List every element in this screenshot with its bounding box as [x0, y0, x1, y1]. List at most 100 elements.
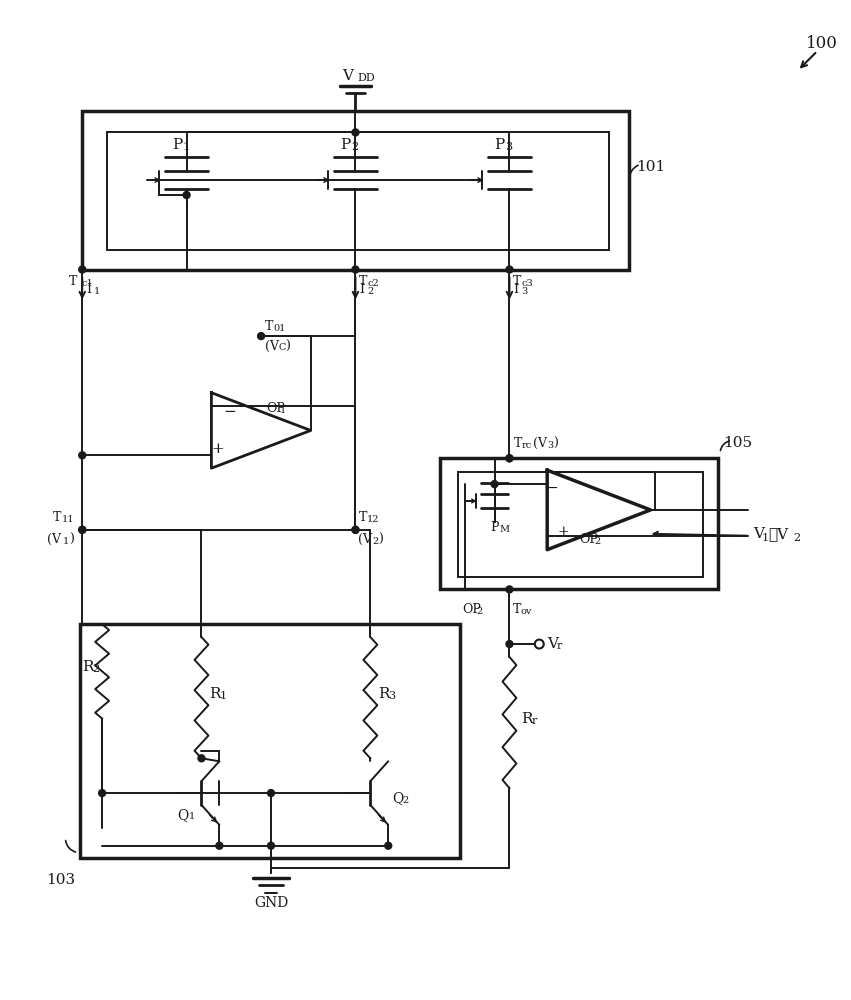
Text: V: V [547, 637, 558, 651]
Text: 2: 2 [92, 664, 100, 674]
Text: 1: 1 [94, 287, 100, 296]
Text: 2: 2 [794, 533, 801, 543]
Text: c2: c2 [368, 279, 380, 288]
Circle shape [352, 526, 359, 533]
Circle shape [352, 266, 359, 273]
Text: 3: 3 [522, 287, 528, 296]
Text: ): ) [379, 533, 383, 546]
Bar [107, 132, 608, 250]
Text: 1: 1 [280, 406, 286, 415]
Circle shape [352, 129, 359, 136]
Text: T: T [358, 511, 367, 524]
Text: c3: c3 [522, 279, 533, 288]
Text: OP: OP [579, 533, 598, 546]
Text: 1: 1 [220, 691, 226, 701]
Circle shape [79, 526, 86, 533]
Text: 12: 12 [367, 515, 379, 524]
Text: T: T [69, 275, 77, 288]
Text: (V: (V [534, 437, 547, 450]
Text: P: P [490, 521, 499, 534]
Text: Q: Q [178, 808, 189, 822]
Text: T: T [513, 437, 522, 450]
Bar [440, 458, 718, 589]
Text: c1: c1 [81, 279, 93, 288]
Text: Q: Q [392, 791, 403, 805]
Text: GND: GND [254, 896, 288, 910]
Text: T: T [265, 320, 273, 333]
Text: r: r [557, 641, 562, 651]
Text: 101: 101 [637, 160, 665, 174]
Text: 2: 2 [594, 537, 600, 546]
Text: (V: (V [48, 533, 61, 546]
Text: −: − [546, 481, 558, 495]
Text: 11: 11 [61, 515, 74, 524]
Circle shape [506, 455, 513, 462]
Text: 2: 2 [477, 607, 483, 616]
Text: P: P [172, 138, 182, 152]
Bar [80, 624, 460, 858]
Bar [458, 472, 703, 577]
Circle shape [99, 790, 106, 797]
Text: r: r [531, 716, 537, 726]
Circle shape [506, 586, 513, 593]
Text: 105: 105 [723, 436, 752, 450]
Text: +: + [557, 525, 569, 539]
Text: P: P [494, 138, 505, 152]
Circle shape [385, 842, 391, 849]
Text: ): ) [285, 340, 290, 353]
Circle shape [198, 755, 205, 762]
Text: 2: 2 [373, 537, 379, 546]
Text: T: T [512, 603, 521, 616]
Text: R: R [379, 687, 390, 701]
Text: V: V [753, 527, 764, 541]
Text: R: R [522, 712, 533, 726]
Text: 1: 1 [62, 537, 69, 546]
Text: 103: 103 [46, 873, 75, 887]
Circle shape [352, 526, 359, 533]
Text: 1: 1 [183, 142, 190, 152]
Text: DD: DD [357, 73, 375, 83]
Text: OP: OP [462, 603, 481, 616]
Text: OP: OP [266, 402, 285, 415]
Text: 3: 3 [388, 691, 396, 701]
Circle shape [258, 333, 265, 340]
Circle shape [267, 842, 275, 849]
Text: 2: 2 [403, 796, 408, 805]
Circle shape [79, 266, 86, 273]
Text: 1: 1 [189, 812, 195, 821]
Text: 2: 2 [368, 287, 374, 296]
Text: I: I [86, 283, 91, 296]
Circle shape [267, 790, 275, 797]
Text: 或V: 或V [768, 527, 788, 541]
Circle shape [506, 641, 513, 648]
Text: R: R [83, 660, 94, 674]
Text: (V: (V [358, 533, 373, 546]
Text: V: V [342, 69, 353, 83]
Text: T: T [512, 275, 521, 288]
Circle shape [506, 266, 513, 273]
Text: T: T [53, 511, 60, 524]
Text: +: + [211, 442, 224, 456]
Text: 3: 3 [505, 142, 512, 152]
Circle shape [491, 481, 498, 488]
Text: I: I [359, 283, 364, 296]
Text: rc: rc [522, 441, 532, 450]
Text: −: − [223, 405, 236, 419]
Circle shape [79, 452, 86, 459]
Bar [83, 111, 629, 270]
Circle shape [506, 455, 513, 462]
Text: ): ) [69, 533, 74, 546]
Text: P: P [340, 138, 351, 152]
Text: I: I [513, 283, 518, 296]
Text: 100: 100 [806, 35, 837, 52]
Text: 01: 01 [273, 324, 285, 333]
Text: M: M [500, 525, 510, 534]
Text: R: R [209, 687, 221, 701]
Text: 2: 2 [351, 142, 358, 152]
Text: ): ) [553, 437, 558, 450]
Text: ov: ov [520, 607, 532, 616]
Text: T: T [358, 275, 367, 288]
Text: 1: 1 [762, 533, 769, 543]
Text: 3: 3 [547, 441, 553, 450]
Circle shape [183, 192, 190, 198]
